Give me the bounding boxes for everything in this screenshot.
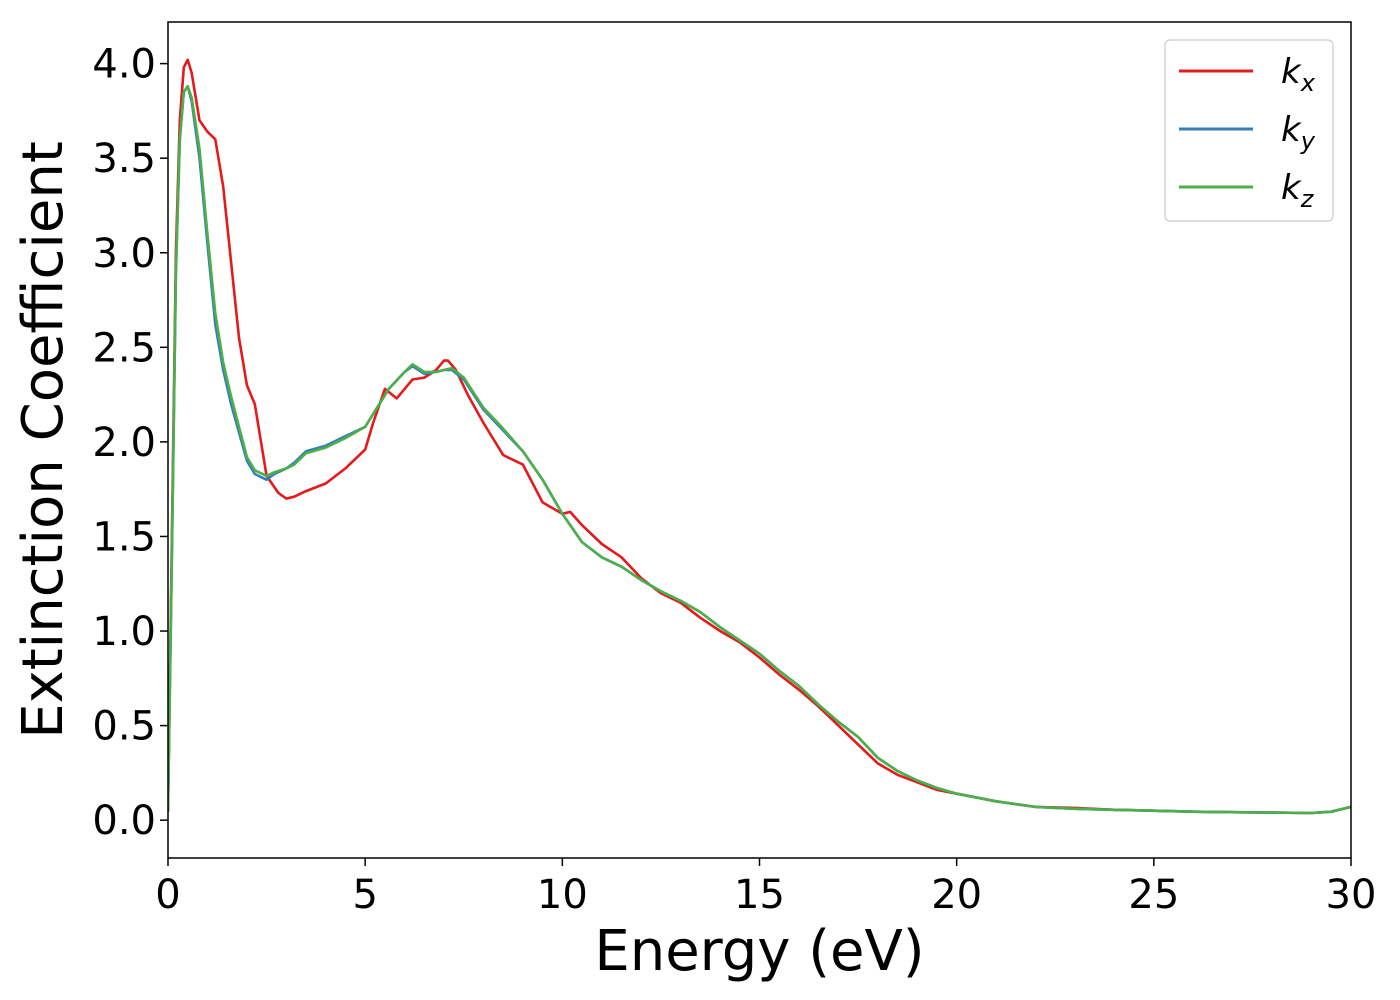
x-axis-title: Energy (eV)	[594, 919, 924, 984]
x-axis: 0 5 10 15 20 25 30	[155, 858, 1376, 918]
y-tick-label: 2.0	[92, 420, 156, 466]
y-tick-label: 0.0	[92, 798, 156, 844]
y-tick-label: 4.0	[92, 42, 156, 88]
legend-label-kz: kz	[1281, 168, 1315, 213]
x-tick-label: 30	[1326, 872, 1377, 918]
y-tick-label: 1.5	[92, 514, 156, 560]
y-axis: 0.0 0.5 1.0 1.5 2.0 2.5 3.0 3.5 4.0	[92, 42, 168, 844]
x-tick-label: 5	[352, 872, 377, 918]
x-tick-label: 25	[1128, 872, 1179, 918]
legend-label-ky: ky	[1281, 110, 1316, 155]
y-tick-label: 2.5	[92, 325, 156, 371]
x-tick-label: 20	[931, 872, 982, 918]
legend: kx ky kz	[1164, 39, 1334, 222]
series-layer	[168, 58, 1351, 815]
x-tick-label: 15	[734, 872, 785, 918]
legend-label-kx: kx	[1281, 52, 1316, 97]
y-tick-label: 1.0	[92, 609, 156, 655]
y-tick-label: 3.5	[92, 136, 156, 182]
x-tick-label: 0	[155, 872, 180, 918]
x-tick-label: 10	[537, 872, 588, 918]
series-line-kz	[168, 85, 1351, 815]
y-tick-label: 3.0	[92, 231, 156, 277]
y-axis-title: Extinction Coefficient	[11, 141, 76, 739]
y-tick-label: 0.5	[92, 704, 156, 750]
